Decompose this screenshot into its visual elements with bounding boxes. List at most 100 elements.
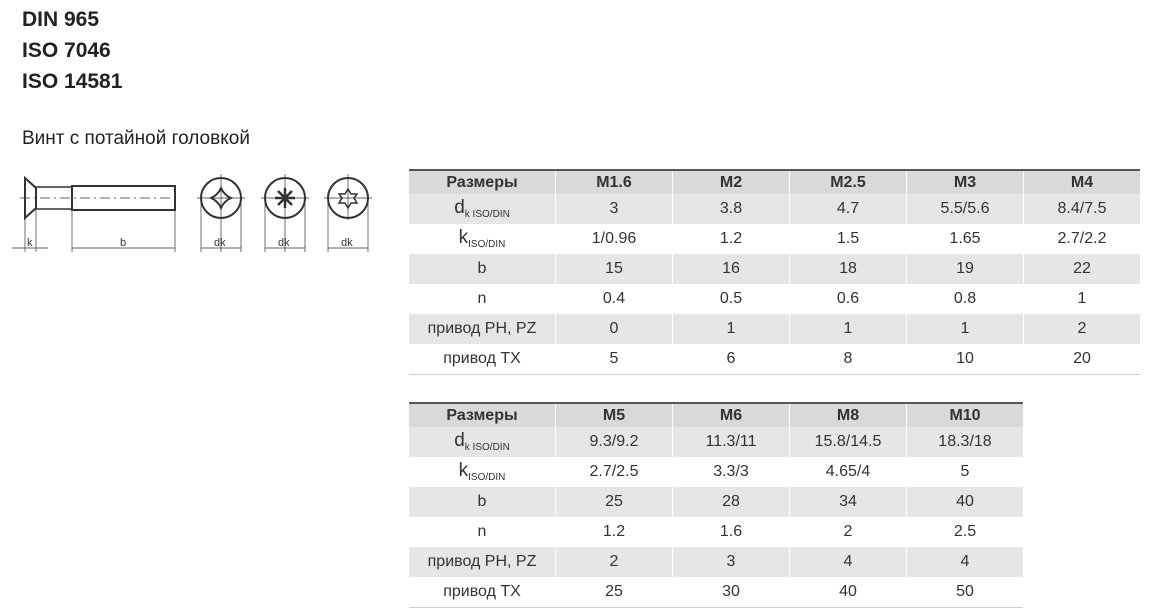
- table-cell: 1.2: [672, 224, 790, 254]
- table-cell: 0.5: [672, 284, 790, 314]
- table-cell: 19: [906, 254, 1024, 284]
- table-cell: 5: [906, 457, 1023, 487]
- phillips-head-icon: [197, 174, 245, 252]
- row-label-text: привод PH, PZ: [427, 553, 537, 570]
- row-label-text: d: [454, 197, 465, 219]
- header-cell: M10: [906, 402, 1023, 427]
- table-row: b 15 16 18 19 22: [409, 254, 1140, 284]
- table-cell: 40: [789, 577, 907, 608]
- table-row: n 0.4 0.5 0.6 0.8 1: [409, 284, 1140, 314]
- row-label: kISO/DIN: [409, 224, 556, 254]
- header-cell: Размеры: [409, 169, 556, 194]
- table-cell: 20: [1023, 344, 1140, 375]
- table-cell: 4: [906, 547, 1023, 577]
- row-label: привод TX: [409, 344, 556, 375]
- table-cell: 1: [906, 314, 1024, 344]
- row-label-text: k: [458, 460, 469, 482]
- pozidriv-head-icon: [261, 174, 309, 252]
- dim-dk: dk: [341, 237, 353, 249]
- row-label: kISO/DIN: [409, 457, 556, 487]
- header-cell: M4: [1023, 169, 1140, 194]
- header-cell: M2: [672, 169, 790, 194]
- row-label-subscript: k ISO/DIN: [464, 209, 510, 221]
- torx-head-icon: [324, 174, 372, 252]
- table-cell: 2.5: [906, 517, 1023, 547]
- table-cell: 4.65/4: [789, 457, 907, 487]
- table-cell: 1: [1023, 284, 1140, 314]
- header-cell: M2.5: [789, 169, 907, 194]
- table-row: привод PH, PZ 2 3 4 4: [409, 547, 1023, 577]
- subtitle: Винт с потайной головкой: [22, 128, 250, 149]
- table-cell: 40: [906, 487, 1023, 517]
- table-cell: 11.3/11: [672, 427, 790, 457]
- header-cell: M6: [672, 402, 790, 427]
- dimensions-table-1: Размеры M1.6 M2 M2.5 M3 M4 dk ISO/DIN 3 3.8 4.7 5.…: [409, 169, 1140, 375]
- row-label-text: b: [477, 260, 487, 277]
- table-row: kISO/DIN 2.7/2.5 3.3/3 4.65/4 5: [409, 457, 1023, 487]
- table-cell: 4.7: [789, 194, 907, 224]
- dim-dk: dk: [214, 237, 226, 249]
- row-label: n: [409, 284, 556, 314]
- table-cell: 2: [789, 517, 907, 547]
- row-label: dk ISO/DIN: [409, 194, 556, 224]
- table-row: привод TX 5 6 8 10 20: [409, 344, 1140, 375]
- table-row: kISO/DIN 1/0.96 1.2 1.5 1.65 2.7/2.2: [409, 224, 1140, 254]
- row-label-subscript: k ISO/DIN: [464, 442, 510, 454]
- table-cell: 1.2: [555, 517, 673, 547]
- table-cell: 30: [672, 577, 790, 608]
- table-cell: 3.8: [672, 194, 790, 224]
- header-cell: M3: [906, 169, 1024, 194]
- row-label-subscript: ISO/DIN: [468, 472, 506, 484]
- table-cell: 2: [1023, 314, 1140, 344]
- table-cell: 4: [789, 547, 907, 577]
- countersunk-screw-side-view-icon: [12, 175, 180, 252]
- row-label-text: привод TX: [443, 583, 521, 600]
- table-cell: 0: [555, 314, 673, 344]
- header-cell: M8: [789, 402, 907, 427]
- table-cell: 8: [789, 344, 907, 375]
- table-cell: 0.8: [906, 284, 1024, 314]
- row-label: привод PH, PZ: [409, 547, 556, 577]
- table-cell: 6: [672, 344, 790, 375]
- row-label-text: d: [454, 430, 465, 452]
- table-cell: 2.7/2.5: [555, 457, 673, 487]
- table-cell: 3: [555, 194, 673, 224]
- table-cell: 1.5: [789, 224, 907, 254]
- header-row: Размеры M1.6 M2 M2.5 M3 M4: [409, 169, 1140, 194]
- row-label-text: привод TX: [443, 350, 521, 367]
- table-row: b 25 28 34 40: [409, 487, 1023, 517]
- table-cell: 28: [672, 487, 790, 517]
- dimensions-table-2: Размеры M5 M6 M8 M10 dk ISO/DIN 9.3/9.2 11.3/11…: [409, 402, 1023, 608]
- header-row: Размеры M5 M6 M8 M10: [409, 402, 1023, 427]
- standard-din-965: DIN 965: [22, 8, 100, 31]
- table-cell: 2: [555, 547, 673, 577]
- standard-iso-14581: ISO 14581: [22, 70, 123, 93]
- row-label: n: [409, 517, 556, 547]
- table-cell: 5.5/5.6: [906, 194, 1024, 224]
- table-cell: 3: [672, 547, 790, 577]
- table-cell: 1/0.96: [555, 224, 673, 254]
- table-cell: 16: [672, 254, 790, 284]
- row-label: b: [409, 487, 556, 517]
- row-label: привод TX: [409, 577, 556, 608]
- row-label-text: привод PH, PZ: [427, 320, 537, 337]
- header-cell: M1.6: [555, 169, 673, 194]
- table-cell: 1: [672, 314, 790, 344]
- table-cell: 8.4/7.5: [1023, 194, 1140, 224]
- table-cell: 34: [789, 487, 907, 517]
- screw-drawing: k b dk dk dk: [12, 174, 372, 252]
- row-label: dk ISO/DIN: [409, 427, 556, 457]
- table-cell: 9.3/9.2: [555, 427, 673, 457]
- dim-k: k: [27, 237, 33, 249]
- table-cell: 1: [789, 314, 907, 344]
- row-label-text: b: [477, 493, 487, 510]
- table-cell: 1.6: [672, 517, 790, 547]
- row-label-text: n: [477, 523, 487, 540]
- table-row: привод TX 25 30 40 50: [409, 577, 1023, 608]
- row-label: привод PH, PZ: [409, 314, 556, 344]
- table-cell: 22: [1023, 254, 1140, 284]
- table-row: dk ISO/DIN 9.3/9.2 11.3/11 15.8/14.5 18.3/18: [409, 427, 1023, 457]
- table-cell: 25: [555, 577, 673, 608]
- table-cell: 5: [555, 344, 673, 375]
- row-label-text: n: [477, 290, 487, 307]
